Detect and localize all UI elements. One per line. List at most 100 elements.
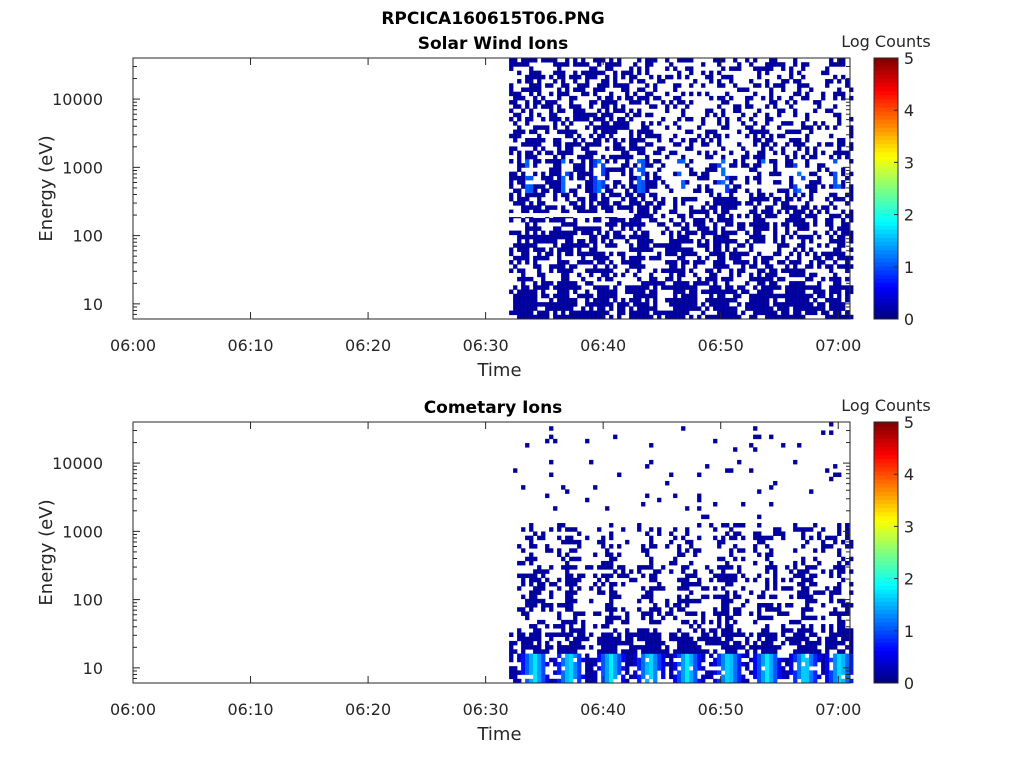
spectrogram-cell (617, 205, 622, 210)
spectrogram-cell (541, 95, 546, 101)
colorbar-segment (874, 646, 898, 651)
spectrogram-cell (617, 657, 622, 663)
spectrogram-cell (729, 628, 734, 633)
spectrogram-cell (565, 645, 570, 650)
spectrogram-cell (777, 314, 782, 320)
spectrogram-cell (533, 226, 538, 231)
spectrogram-cell (577, 154, 582, 160)
spectrogram-cell (649, 314, 654, 320)
spectrogram-cell (617, 154, 622, 160)
spectrogram-cell (649, 539, 654, 545)
spectrogram-cell (701, 121, 706, 126)
spectrogram-cell (685, 247, 690, 252)
spectrogram-cell (545, 438, 550, 444)
spectrogram-cell (737, 255, 742, 261)
spectrogram-cell (745, 678, 750, 684)
spectrogram-cell (745, 577, 750, 583)
spectrogram-cell (589, 180, 594, 185)
spectrogram-cell (569, 239, 574, 244)
spectrogram-cell (829, 624, 834, 629)
spectrogram-cell (681, 108, 686, 114)
spectrogram-cell (701, 243, 706, 248)
spectrogram-cell (721, 556, 726, 562)
spectrogram-cell (701, 628, 706, 633)
spectrogram-cell (601, 87, 606, 92)
spectrogram-cell (717, 116, 722, 122)
spectrogram-cell (785, 129, 790, 135)
spectrogram-cell (829, 79, 834, 84)
spectrogram-cell (741, 632, 746, 637)
spectrogram-cell (757, 552, 762, 558)
spectrogram-cell (849, 230, 854, 236)
spectrogram-cell (725, 125, 730, 130)
spectrogram-cell (649, 239, 654, 244)
spectrogram-cell (845, 293, 850, 299)
colorbar-frame (873, 421, 899, 684)
spectrogram-cell (613, 657, 618, 663)
spectrogram-cell (589, 645, 594, 650)
spectrogram-cell (673, 314, 678, 320)
spectrogram-cell (701, 514, 706, 520)
spectrogram-cell (533, 192, 538, 198)
spectrogram-cell (805, 116, 810, 122)
spectrogram-cell (721, 260, 726, 265)
spectrogram-cell (789, 95, 794, 101)
spectrogram-cell (645, 243, 650, 248)
spectrogram-cell (765, 666, 770, 671)
spectrogram-cell (561, 645, 566, 650)
spectrogram-cell (517, 91, 522, 97)
spectrogram-cell (713, 264, 718, 269)
colorbar-segment (874, 589, 898, 594)
spectrogram-cell (537, 91, 542, 97)
spectrogram-cell (597, 297, 602, 303)
spectrogram-cell (789, 251, 794, 257)
spectrogram-cell (561, 74, 566, 80)
spectrogram-cell (765, 624, 770, 629)
spectrogram-cell (645, 590, 650, 595)
spectrogram-cell (525, 209, 530, 215)
spectrogram-cell (697, 636, 702, 642)
spectrogram-cell (557, 175, 562, 181)
spectrogram-cell (517, 79, 522, 84)
spectrogram-cell (565, 239, 570, 244)
spectrogram-cell (729, 192, 734, 198)
spectrogram-cell (713, 112, 718, 118)
spectrogram-cell (709, 137, 714, 143)
spectrogram-cell (813, 272, 818, 278)
spectrogram-cell (597, 133, 602, 139)
spectrogram-cell (841, 91, 846, 97)
spectrogram-cell (701, 230, 706, 236)
spectrogram-cell (713, 196, 718, 202)
spectrogram-cell (529, 129, 534, 135)
spectrogram-cell (689, 306, 694, 311)
y-tick-label: 100 (72, 227, 103, 246)
spectrogram-cell (641, 314, 646, 320)
spectrogram-cell (521, 645, 526, 650)
spectrogram-cell (701, 615, 706, 621)
spectrogram-cell (821, 615, 826, 621)
spectrogram-cell (593, 552, 598, 558)
spectrogram-cell (537, 628, 542, 633)
spectrogram-cell (609, 607, 614, 612)
spectrogram-cell (629, 180, 634, 185)
spectrogram-cell (761, 293, 766, 299)
spectrogram-cell (825, 205, 830, 210)
spectrogram-cell (805, 91, 810, 97)
spectrogram-cell (725, 302, 730, 307)
spectrogram-cell (717, 577, 722, 583)
spectrogram-cell (617, 167, 622, 172)
spectrogram-cell (549, 180, 554, 185)
spectrogram-cell (721, 577, 726, 583)
spectrogram-cell (829, 255, 834, 261)
spectrogram-cell (597, 636, 602, 642)
colorbar-segment (874, 629, 898, 635)
spectrogram-cell (549, 594, 554, 600)
spectrogram-cell (833, 657, 838, 663)
spectrogram-cell (793, 217, 798, 223)
spectrogram-cell (841, 670, 846, 675)
spectrogram-cell (577, 640, 582, 646)
spectrogram-cell (521, 58, 526, 63)
spectrogram-cell (537, 565, 542, 570)
spectrogram-cell (637, 264, 642, 269)
